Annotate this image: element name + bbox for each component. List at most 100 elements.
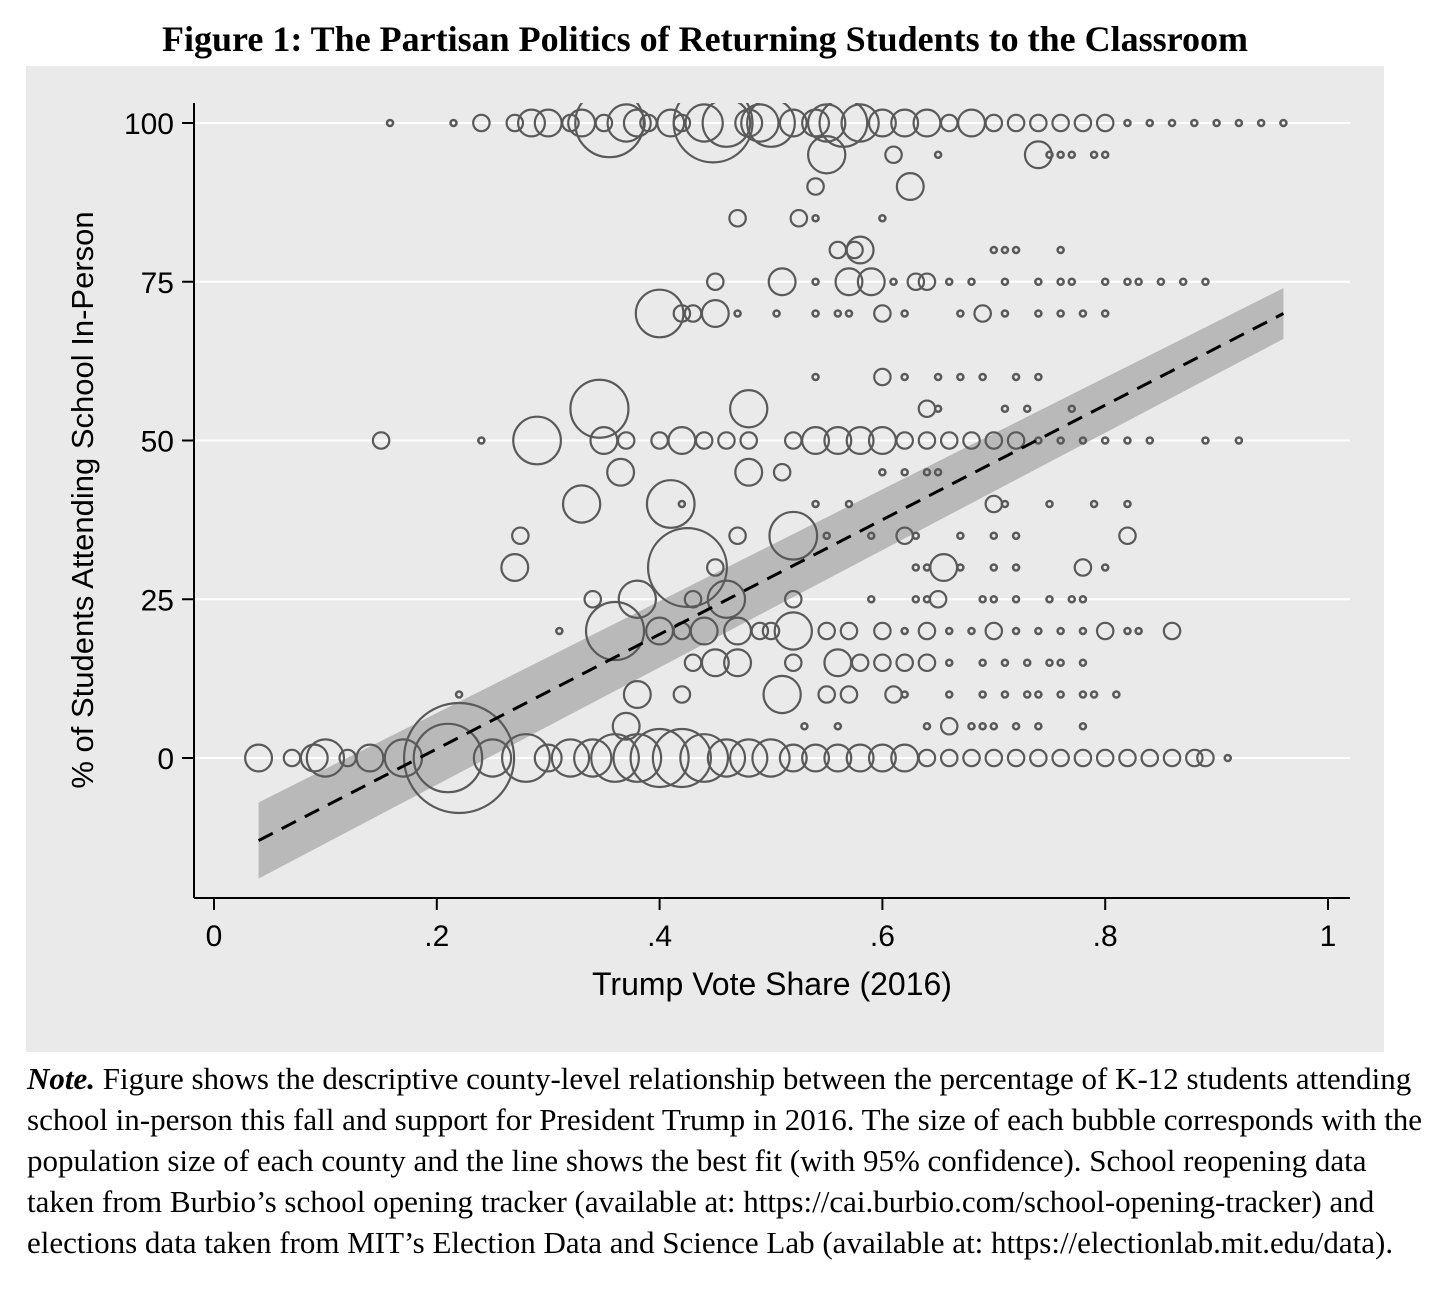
county-bubble	[817, 621, 836, 641]
county-bubble	[700, 299, 730, 329]
county-bubble	[989, 721, 999, 731]
county-bubble	[477, 436, 486, 445]
county-bubble	[645, 479, 696, 529]
county-bubble	[1223, 753, 1233, 763]
county-bubble	[1000, 658, 1010, 668]
county-bubble	[1162, 621, 1182, 641]
county-bubble	[767, 267, 797, 297]
county-bubble	[956, 563, 965, 572]
county-bubble	[1000, 309, 1010, 318]
county-bubble	[705, 272, 725, 292]
figure-note: Note. Figure shows the descriptive count…	[27, 1058, 1437, 1263]
y-tick-label: 75	[141, 267, 174, 300]
county-bubble	[1000, 499, 1010, 509]
note-label: Note.	[27, 1061, 96, 1096]
county-bubble	[900, 690, 909, 699]
county-bubble	[583, 589, 603, 609]
county-bubble	[845, 743, 875, 773]
county-bubble	[823, 743, 853, 773]
county-bubble	[1056, 436, 1065, 445]
county-bubble	[1034, 690, 1043, 699]
county-bubble	[584, 600, 646, 662]
county-bubble	[1006, 431, 1026, 450]
county-bubble	[778, 108, 808, 138]
county-bubble	[1034, 309, 1043, 318]
county-bubble	[1089, 150, 1099, 160]
county-bubble	[973, 304, 992, 323]
county-bubble	[768, 510, 819, 561]
county-bubble	[878, 467, 887, 477]
county-bubble	[762, 674, 802, 715]
county-bubble	[634, 288, 685, 339]
county-bubble	[884, 145, 903, 165]
county-bubble	[817, 685, 836, 704]
county-bubble	[1000, 404, 1010, 414]
county-bubble	[844, 499, 854, 509]
county-bubble	[1095, 621, 1115, 641]
county-bubble	[1100, 563, 1110, 572]
county-bubble	[590, 733, 640, 783]
county-bubble	[683, 589, 703, 609]
county-bubble	[956, 531, 965, 541]
county-bubble	[984, 431, 1004, 450]
y-tick-label: 100	[124, 108, 174, 141]
county-bubble	[472, 738, 513, 778]
county-bubble	[978, 372, 987, 382]
county-bubble	[1029, 113, 1048, 133]
county-bubble	[679, 733, 730, 783]
county-bubble	[1100, 309, 1110, 318]
county-bubble	[1112, 690, 1121, 699]
county-bubble	[873, 621, 892, 641]
county-bubble	[733, 309, 742, 318]
county-bubble	[873, 653, 892, 673]
county-bubble	[1167, 118, 1177, 128]
county-bubble	[1118, 748, 1137, 768]
fit-line-layer	[257, 312, 1285, 842]
county-bubble	[1045, 150, 1054, 160]
county-bubble	[594, 113, 614, 133]
county-bubble	[611, 711, 641, 741]
y-tick-label: 0	[157, 743, 174, 776]
county-bubble	[1011, 245, 1021, 255]
county-bubble	[616, 431, 636, 450]
county-bubble	[801, 743, 831, 773]
county-bubble	[944, 690, 954, 699]
county-bubble	[811, 213, 820, 223]
bubble-layer	[244, 103, 1288, 815]
county-bubble	[811, 309, 820, 318]
county-bubble	[622, 679, 652, 709]
county-bubble	[984, 113, 1004, 133]
county-bubble	[1011, 626, 1021, 636]
county-bubble	[967, 721, 976, 731]
county-bubble	[978, 594, 987, 604]
county-bubble	[1078, 658, 1088, 668]
county-bubble	[895, 653, 914, 673]
county-bubble	[922, 721, 932, 731]
county-bubble	[900, 372, 909, 382]
county-bubble	[1000, 245, 1010, 255]
confidence-band	[258, 288, 1284, 879]
county-bubble	[573, 738, 613, 778]
county-bubble	[1011, 594, 1021, 604]
county-bubble	[873, 367, 892, 387]
county-bubble	[555, 626, 564, 636]
county-bubble	[939, 431, 959, 450]
county-bubble	[984, 621, 1004, 641]
x-tick-label: .4	[647, 920, 672, 953]
county-bubble	[1034, 626, 1043, 636]
county-bubble	[1045, 594, 1054, 604]
county-bubble	[1056, 690, 1065, 699]
county-bubble	[939, 748, 959, 768]
y-tick-label: 50	[141, 426, 174, 459]
county-bubble	[728, 208, 747, 228]
county-bubble	[900, 467, 909, 477]
county-bubble	[917, 431, 937, 450]
county-bubble	[1123, 499, 1132, 509]
county-bubble	[1185, 748, 1204, 768]
county-bubble	[355, 743, 385, 773]
county-bubble	[833, 309, 843, 318]
county-bubble	[574, 103, 645, 159]
county-bubble	[917, 621, 937, 641]
county-bubble	[1078, 626, 1088, 636]
county-bubble	[900, 309, 909, 318]
